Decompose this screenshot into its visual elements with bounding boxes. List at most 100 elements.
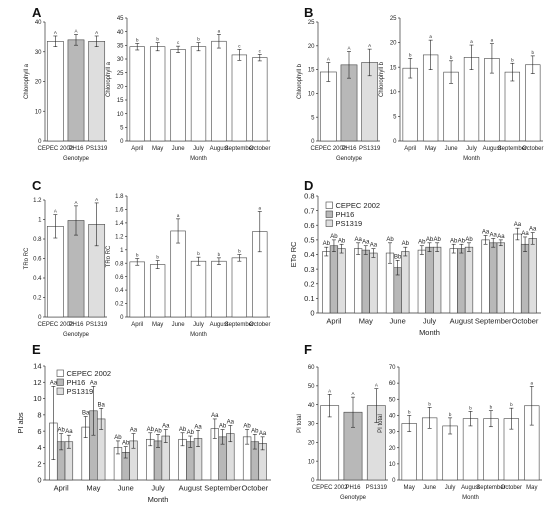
x-tick-label: CEPEC 2002 [37,322,73,328]
x-tick-label: April [131,322,143,328]
significance-label: A [375,383,378,388]
significance-label: A [347,46,350,51]
x-tick-label: June [390,317,406,326]
significance-label: c [238,43,241,48]
x-tick-label: PS1319 [86,322,108,328]
x-tick-label: October [512,317,539,326]
significance-label: Aa [194,424,202,430]
y-tick-label: 40 [35,20,42,26]
significance-label: c [259,48,262,53]
significance-label: Aa [211,413,219,419]
y-tick-label: 50 [308,384,315,390]
y-tick-label: 1.8 [115,194,124,200]
bar [525,64,541,142]
x-axis-label: Month [190,156,207,162]
x-axis-label: Month [462,495,479,501]
bar [354,248,363,314]
bar [211,40,227,142]
y-tick-label: 0.4 [115,288,124,294]
x-tick-label: July [193,322,204,328]
legend-label: CEPEC 2002 [67,369,112,378]
bar [211,260,227,318]
chart-c-5: 0 0.2 0.4 0.6 0.8 1 1.2 1.4 1.6 1.8 TRo RC April May… [106,194,270,338]
x-tick-label: CEPEC 2002 [310,146,346,152]
y-tick-label: 20 [389,446,396,452]
x-axis-label: Month [190,332,207,338]
bar [88,41,106,142]
significance-label: b [511,57,514,62]
bar [231,257,248,318]
y-tick-label: 2 [37,459,41,468]
significance-label: A [328,388,331,393]
bar [520,243,530,314]
y-tick-label: 0 [310,309,314,318]
legend-swatch [56,378,64,386]
significance-label: Ab [450,238,458,244]
significance-label: b [490,405,493,410]
x-axis-label: Month [419,328,440,337]
significance-label: Ab [154,428,162,434]
x-tick-label: May [526,485,537,491]
y-tick-label: 35 [117,43,124,49]
x-tick-label: August [450,317,474,326]
y-tick-label: 10 [33,394,41,403]
significance-label: Aa [227,419,235,425]
significance-label: Bb [394,254,402,260]
bar [322,251,331,314]
y-tick-label: 20 [117,84,124,90]
x-tick-label: May [152,146,163,152]
y-axis-label: Chlorophyll a [24,63,30,99]
y-axis-label: PI total [297,414,303,433]
y-tick-label: 10 [35,109,42,115]
significance-label: Aa [521,231,529,237]
y-axis-label: TRo RC [106,245,112,267]
significance-label: Ab [243,424,251,430]
x-tick-label: May [404,485,415,491]
significance-label: a [429,34,432,39]
significance-label: b [136,253,139,258]
legend-swatch [56,387,64,395]
y-tick-label: 70 [389,365,396,371]
y-tick-label: 25 [390,16,397,22]
legend-label: PS1319 [67,387,94,396]
x-tick-label: PH16 [68,322,84,328]
bar [401,251,410,314]
significance-label: Ab [147,427,155,433]
bar [190,46,207,142]
x-tick-label: August [210,322,229,328]
y-tick-label: 5 [393,115,397,121]
x-tick-label: August [179,484,203,493]
significance-label: Ab [219,424,227,430]
legend-label: PH16 [336,210,355,219]
significance-label: Ab [458,238,466,244]
bar [252,57,268,142]
x-tick-label: April [131,146,143,152]
y-tick-label: 0.4 [33,276,42,282]
legend-swatch [325,219,333,227]
bar [464,246,474,314]
significance-label: Ab [323,241,331,247]
significance-label: b [510,402,513,407]
significance-label: Aa [162,424,170,430]
y-tick-label: 10 [389,462,396,468]
x-tick-label: September [225,146,254,152]
significance-label: Ab [330,234,338,240]
significance-label: A [95,30,98,35]
significance-label: b [156,37,159,42]
panel-letter-d: D [304,178,313,193]
x-axis-label: Genotype [63,156,90,162]
bar [67,39,85,142]
bar [170,49,186,142]
legend-label: CEPEC 2002 [336,201,381,210]
x-tick-label: July [466,146,477,152]
y-axis-label: TRo RC [24,247,30,269]
significance-label: Ab [386,237,394,243]
panel-letter-c: C [32,178,42,193]
bar [369,252,378,314]
y-tick-label: 0 [393,139,397,145]
significance-label: b [449,412,452,417]
significance-label: b [408,409,411,414]
panel-letter-f: F [304,342,312,357]
